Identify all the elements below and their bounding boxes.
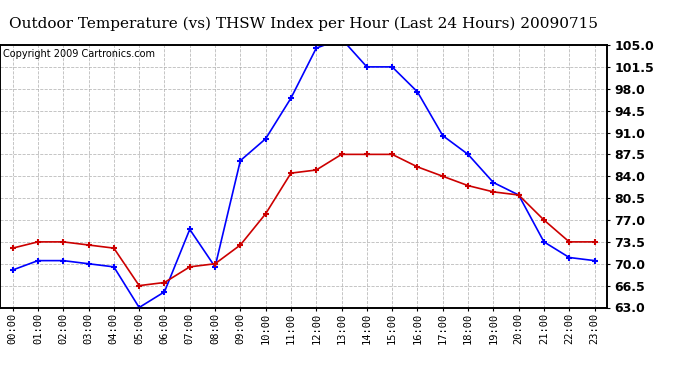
Text: Outdoor Temperature (vs) THSW Index per Hour (Last 24 Hours) 20090715: Outdoor Temperature (vs) THSW Index per … (9, 17, 598, 31)
Text: Copyright 2009 Cartronics.com: Copyright 2009 Cartronics.com (3, 49, 155, 59)
